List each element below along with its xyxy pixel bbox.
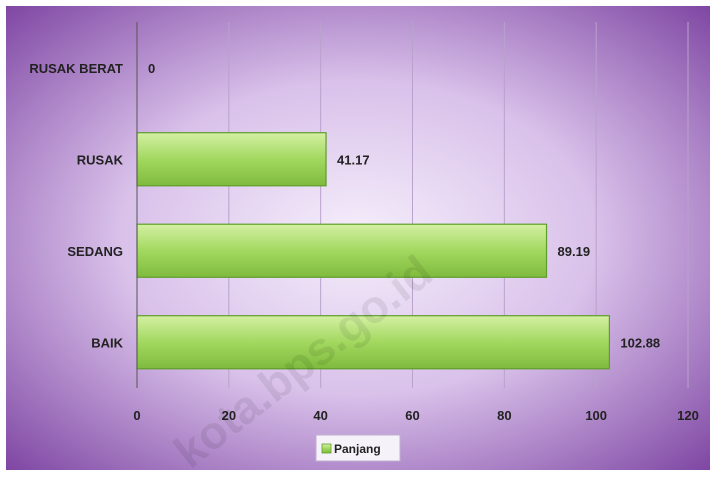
- category-label: SEDANG: [67, 244, 123, 259]
- x-tick-label: 100: [585, 408, 607, 423]
- category-labels: RUSAK BERAT RUSAK SEDANG BAIK: [29, 61, 123, 351]
- grid-lines: [228, 22, 689, 388]
- x-tick-label: 20: [222, 408, 236, 423]
- value-labels: 0 41.17 89.19 102.88: [148, 61, 660, 351]
- bars: [136, 132, 610, 370]
- category-label: RUSAK BERAT: [29, 61, 123, 76]
- value-label: 0: [148, 61, 155, 76]
- bar-rusak: [136, 132, 327, 187]
- legend-swatch: [321, 443, 332, 454]
- legend-label: Panjang: [334, 442, 381, 456]
- category-label: BAIK: [91, 335, 123, 350]
- x-tick-label: 60: [405, 408, 419, 423]
- value-label: 102.88: [620, 335, 660, 350]
- bar-baik: [136, 315, 610, 370]
- x-tick-label: 120: [677, 408, 699, 423]
- value-label: 41.17: [337, 152, 370, 167]
- category-label: RUSAK: [77, 152, 124, 167]
- value-label: 89.19: [558, 244, 591, 259]
- legend: Panjang: [315, 434, 401, 462]
- x-tick-label: 0: [133, 408, 140, 423]
- x-tick-label: 40: [313, 408, 327, 423]
- bar-sedang: [136, 223, 548, 278]
- x-tick-label: 80: [497, 408, 511, 423]
- x-tick-labels: 0 20 40 60 80 100 120: [133, 408, 698, 423]
